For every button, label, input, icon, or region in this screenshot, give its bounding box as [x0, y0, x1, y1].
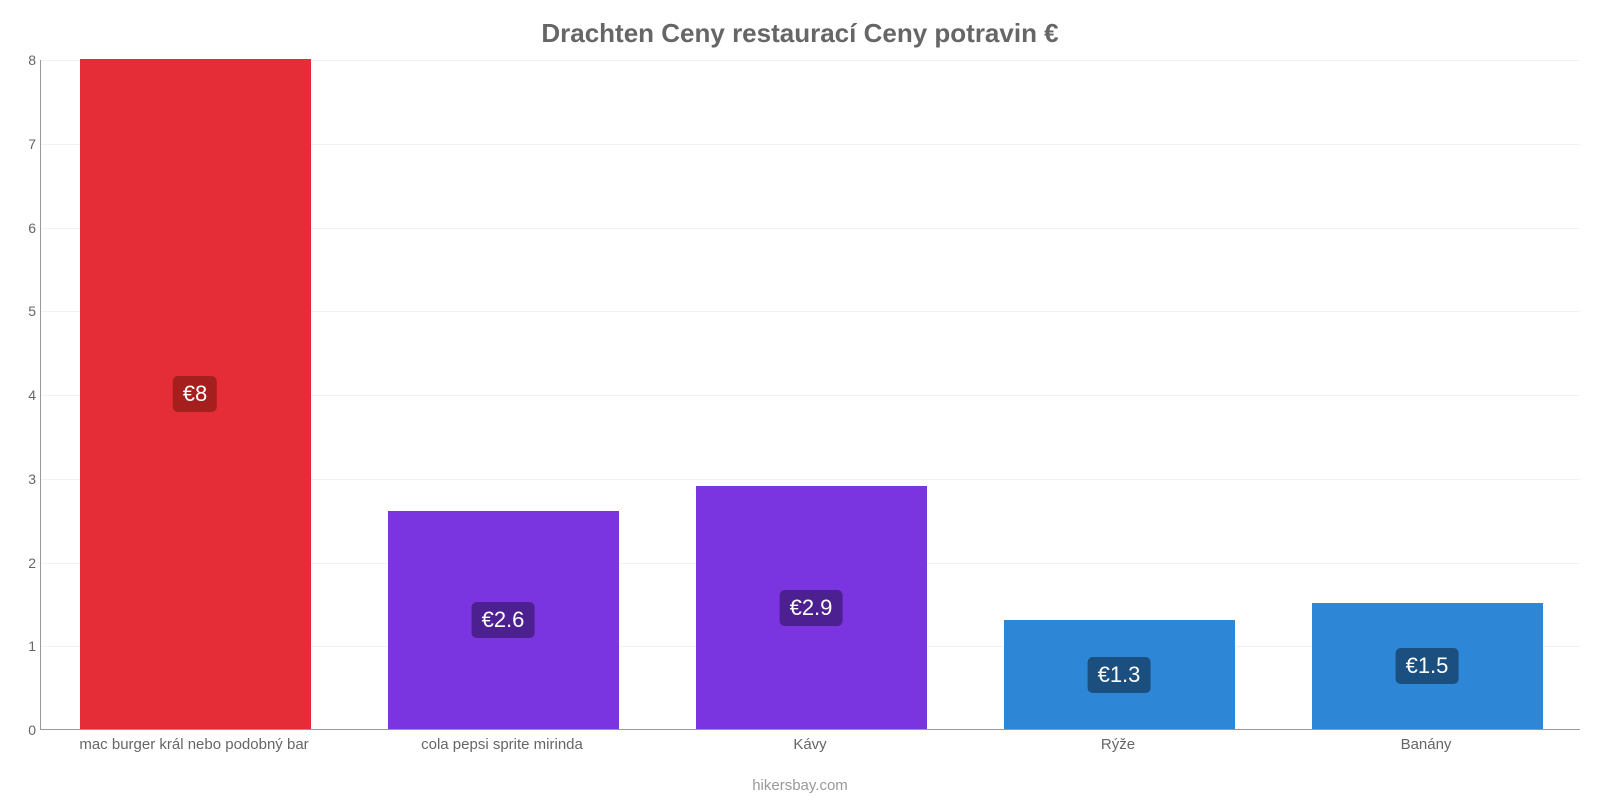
- chart-title: Drachten Ceny restaurací Ceny potravin €: [0, 18, 1600, 49]
- bar-value-label: €1.3: [1088, 657, 1151, 693]
- y-tick-label: 0: [18, 722, 36, 738]
- x-tick-label: Kávy: [793, 736, 826, 753]
- y-tick-label: 4: [18, 387, 36, 403]
- x-tick-label: Banány: [1401, 736, 1452, 753]
- bar: €8: [80, 59, 311, 729]
- attribution-text: hikersbay.com: [0, 777, 1600, 794]
- plot-area: €8 €2.6 €2.9 €1.3 €1.5: [40, 60, 1580, 730]
- x-tick-label: Rýže: [1101, 736, 1135, 753]
- y-tick-label: 1: [18, 638, 36, 654]
- bar-value-label: €1.5: [1396, 648, 1459, 684]
- bar-chart: Drachten Ceny restaurací Ceny potravin €…: [0, 0, 1600, 800]
- y-tick-label: 6: [18, 220, 36, 236]
- y-tick-label: 3: [18, 471, 36, 487]
- y-tick-label: 8: [18, 52, 36, 68]
- bar-value-label: €2.6: [472, 602, 535, 638]
- y-tick-label: 2: [18, 555, 36, 571]
- bar: €1.5: [1312, 603, 1543, 729]
- bar-value-label: €2.9: [780, 590, 843, 626]
- bar: €2.6: [388, 511, 619, 729]
- bar: €1.3: [1004, 620, 1235, 729]
- bar-value-label: €8: [173, 376, 217, 412]
- bar: €2.9: [696, 486, 927, 729]
- y-tick-label: 7: [18, 136, 36, 152]
- x-tick-label: mac burger král nebo podobný bar: [79, 736, 308, 753]
- y-tick-label: 5: [18, 303, 36, 319]
- x-tick-label: cola pepsi sprite mirinda: [421, 736, 583, 753]
